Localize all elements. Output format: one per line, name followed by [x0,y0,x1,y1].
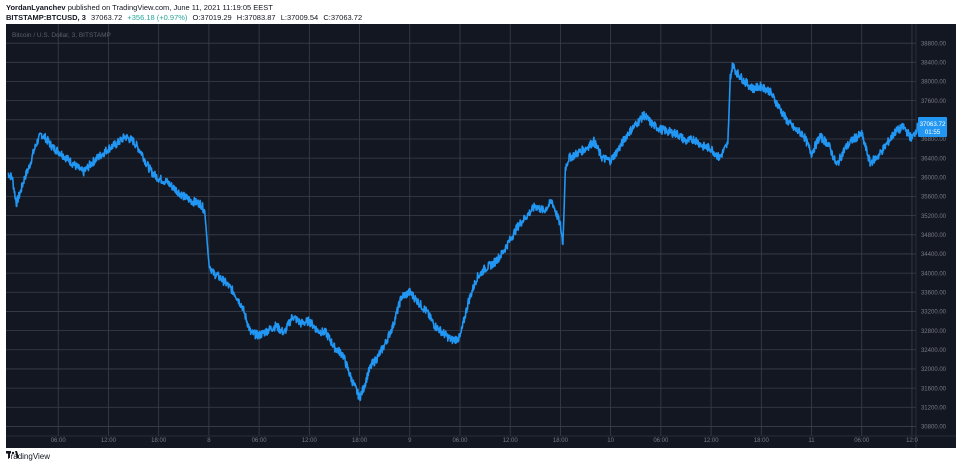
grid-lines [6,24,956,448]
price-chart[interactable]: Bitcoin / U.S. Dollar, 3, BITSTAMP 30800… [6,24,956,448]
symbol-bar: BITSTAMP:BTCUSD, 3 37063.72 +356.18 (+0.… [6,13,365,22]
ohlc-open: O:37019.29 [192,13,232,22]
price-change: +356.18 (+0.97%) [127,13,188,22]
footer: TradingView [6,450,50,464]
x-tick-label: 12:00 [503,438,519,444]
y-tick-label: 36800.00 [921,137,947,143]
time-axis[interactable]: 06:00 12:00 18:00 8 06:00 12:00 18:00 9 06:00 12:… [51,438,919,444]
y-tick-label: 31200.00 [921,405,947,411]
bar-countdown: 01:55 [925,129,941,136]
tradingview-logo-icon [6,451,19,458]
x-tick-label: 18:00 [352,438,368,444]
ohlc-close: C:37063.72 [323,13,363,22]
x-tick-label: 18:00 [151,438,167,444]
ohlc-low: L:37009.54 [280,13,319,22]
y-tick-label: 34400.00 [921,252,947,258]
y-tick-label: 38000.00 [921,80,947,86]
x-tick-label: 10 [607,438,614,444]
y-tick-label: 35600.00 [921,195,947,201]
y-tick-label: 32000.00 [921,367,947,373]
chart-area[interactable]: Bitcoin / U.S. Dollar, 3, BITSTAMP 30800… [6,24,956,448]
x-tick-label: 06:00 [51,438,67,444]
y-tick-label: 37600.00 [921,99,947,105]
y-tick-label: 35200.00 [921,214,947,220]
y-tick-label: 32400.00 [921,348,947,354]
symbol-name: BITSTAMP:BTCUSD, 3 [6,13,86,22]
y-tick-label: 38800.00 [921,41,947,47]
y-tick-label: 33200.00 [921,310,947,316]
y-tick-label: 36000.00 [921,176,947,182]
price-series [7,62,920,402]
chart-watermark: Bitcoin / U.S. Dollar, 3, BITSTAMP [12,32,111,39]
x-tick-label: 8 [207,438,211,444]
x-tick-label: 12:00 [302,438,318,444]
price-axis[interactable]: 30800.00 31200.00 31600.00 32000.00 32400.00… [921,41,947,430]
y-tick-label: 32800.00 [921,329,947,335]
x-tick-label: 12:0 [906,438,918,444]
ohlc-high: H:37083.87 [236,13,276,22]
publish-info: published on TradingView.com, June 11, 2… [67,3,273,12]
y-tick-label: 34000.00 [921,271,947,277]
author-name[interactable]: YordanLyanchev [6,3,66,12]
y-tick-label: 33600.00 [921,290,947,296]
y-tick-label: 30800.00 [921,425,947,431]
y-tick-label: 34800.00 [921,233,947,239]
tradingview-brand: TradingView [6,452,51,461]
price-line [7,62,920,402]
last-price-value: 37063.72 [920,121,946,128]
last-price-label: 37063.72 01:55 [918,117,947,137]
x-tick-label: 18:00 [754,438,770,444]
y-tick-label: 36400.00 [921,156,947,162]
last-price: 37063.72 [90,13,123,22]
y-tick-label: 31600.00 [921,386,947,392]
x-tick-label: 06:00 [653,438,669,444]
last-price-badge [918,117,947,137]
x-tick-label: 9 [408,438,412,444]
x-tick-label: 12:00 [101,438,117,444]
x-tick-label: 18:00 [553,438,569,444]
x-tick-label: 06:00 [854,438,870,444]
x-tick-label: 11 [808,438,815,444]
x-tick-label: 06:00 [452,438,468,444]
x-tick-label: 06:00 [252,438,268,444]
y-tick-label: 38400.00 [921,61,947,67]
publish-header: YordanLyanchev published on TradingView.… [6,3,273,12]
x-tick-label: 12:00 [704,438,720,444]
